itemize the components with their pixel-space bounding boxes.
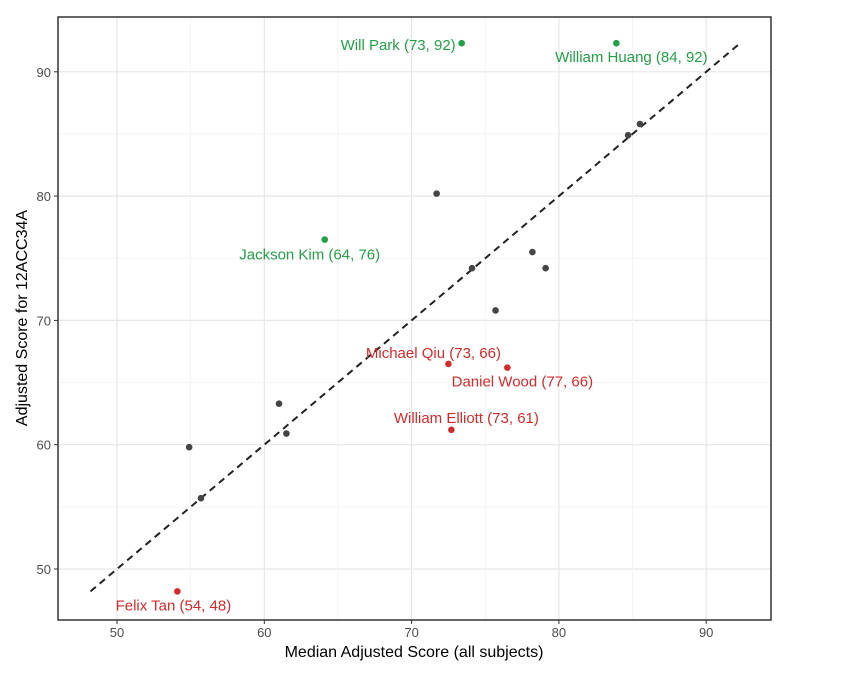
x-tick-label: 70 [404, 625, 418, 640]
point-label: William Huang (84, 92) [555, 49, 708, 66]
data-point [174, 588, 181, 595]
data-point [197, 494, 205, 502]
x-tick-label: 80 [552, 625, 566, 640]
data-point [636, 120, 644, 128]
data-point [321, 236, 328, 243]
y-tick-label: 90 [37, 65, 51, 80]
y-tick-label: 50 [37, 562, 51, 577]
data-point [504, 364, 511, 371]
point-label: Daniel Wood (77, 66) [452, 374, 593, 391]
point-label: William Elliott (73, 61) [394, 410, 539, 427]
data-point [448, 426, 455, 434]
y-tick-label: 70 [37, 313, 51, 328]
data-point [492, 307, 499, 314]
x-tick-label: 60 [257, 625, 271, 640]
data-point [433, 190, 440, 197]
data-point [275, 400, 283, 407]
points: Will Park (73, 92) William Huang (84, 92)… [116, 37, 708, 614]
data-point [458, 39, 465, 47]
axes: 50 60 70 80 90 50 60 70 80 90 [37, 65, 714, 640]
y-tick-label: 60 [37, 438, 51, 453]
data-point [529, 248, 536, 256]
x-tick-label: 50 [110, 625, 124, 640]
x-tick-label: 90 [699, 625, 713, 640]
data-point [468, 264, 476, 272]
data-point [283, 430, 290, 437]
data-point [624, 131, 632, 139]
point-label: Felix Tan (54, 48) [116, 597, 232, 614]
y-axis-title: Adjusted Score for 12ACC34A [14, 210, 31, 426]
identity-reference-line [89, 43, 740, 593]
point-label: Michael Qiu (73, 66) [366, 345, 501, 362]
data-point [613, 39, 620, 47]
data-point [542, 264, 549, 272]
y-tick-label: 80 [37, 189, 51, 204]
data-point [445, 360, 452, 368]
point-label: Jackson Kim (64, 76) [239, 247, 380, 264]
data-point [185, 443, 193, 451]
point-label: Will Park (73, 92) [341, 37, 456, 54]
plot-panel-border [57, 16, 772, 621]
x-axis-title: Median Adjusted Score (all subjects) [285, 644, 544, 661]
